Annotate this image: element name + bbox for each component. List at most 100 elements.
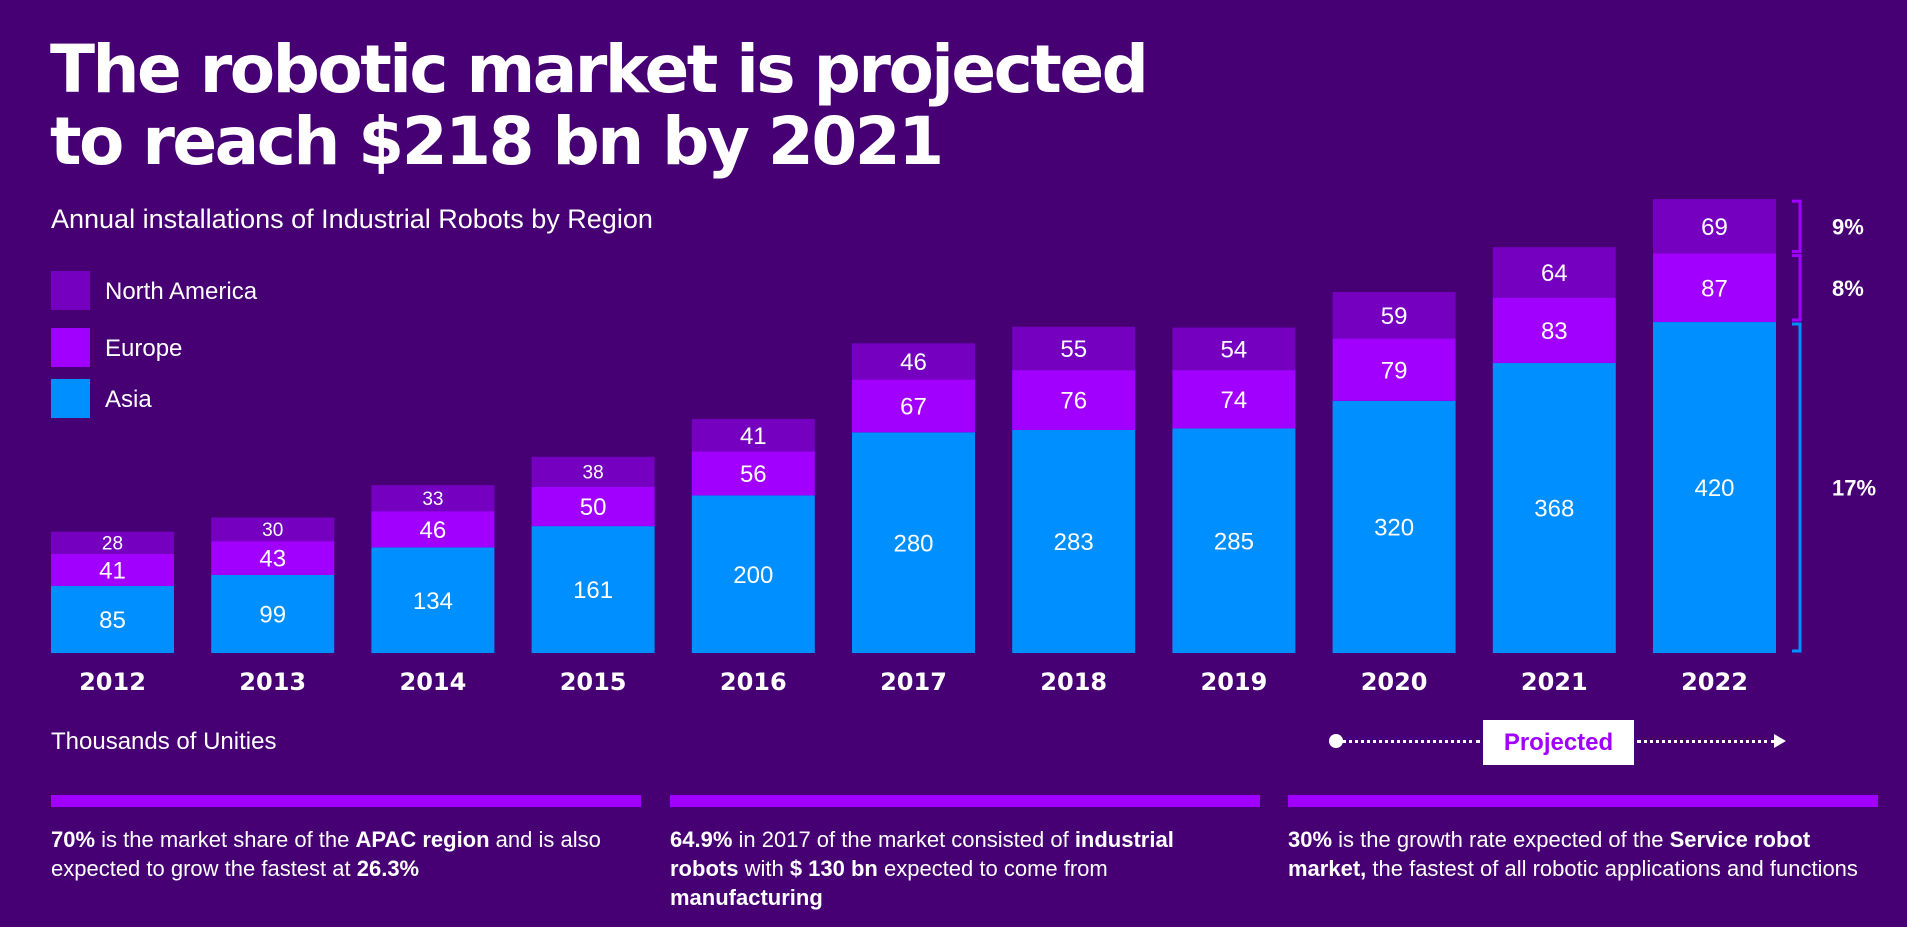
data-label-north-america-2016: 41 xyxy=(740,423,767,450)
fact-1-part-6: manufacturing xyxy=(670,885,823,910)
data-label-asia-2017: 280 xyxy=(893,530,933,557)
bar-asia-2017 xyxy=(852,432,975,653)
data-label-europe-2020: 79 xyxy=(1381,357,1408,384)
fact-1-part-3: with xyxy=(738,856,790,881)
legend-item-north-america: North America xyxy=(51,271,351,311)
data-label-asia-2018: 283 xyxy=(1054,529,1094,556)
growth-bracket-1 xyxy=(1792,199,1802,253)
data-label-europe-2013: 43 xyxy=(259,546,286,573)
bar-europe-2012 xyxy=(51,553,174,587)
fact-service-robots: 30% is the growth rate expected of the S… xyxy=(1288,825,1858,883)
bar-north-america-2022 xyxy=(1653,199,1776,254)
bar-europe-2015 xyxy=(531,486,655,527)
data-label-north-america-2022: 69 xyxy=(1701,214,1728,241)
x-tick-label-2022: 2022 xyxy=(1681,668,1748,696)
units-label: Thousands of Unities xyxy=(51,728,277,755)
legend-swatch-north-america xyxy=(51,271,90,310)
data-label-north-america-2018: 55 xyxy=(1060,336,1087,363)
projected-line-left xyxy=(1342,740,1480,743)
legend-label-europe: Europe xyxy=(105,335,183,362)
fact-1-part-2: industrial robots xyxy=(670,827,1174,881)
fact-1-part-0: 64.9% xyxy=(670,827,733,852)
bar-north-america-2017 xyxy=(852,343,975,380)
legend-swatch-asia xyxy=(51,379,90,418)
data-label-asia-2012: 85 xyxy=(99,607,126,634)
projected-label: Projected xyxy=(1483,720,1634,765)
data-label-europe-2022: 87 xyxy=(1701,275,1728,302)
growth-label-2: 8% xyxy=(1832,276,1864,301)
stacked-bar-chart: 85 41 28 2012 99 43 30 2013 134 46 33 2014 161 50 38 20… xyxy=(51,199,1876,696)
data-label-asia-2022: 420 xyxy=(1694,475,1734,502)
bar-north-america-2021 xyxy=(1492,247,1616,298)
legend-item-europe: Europe xyxy=(51,328,351,368)
bar-north-america-2014 xyxy=(371,485,495,512)
bar-north-america-2015 xyxy=(531,456,655,487)
bar-asia-2015 xyxy=(531,526,655,653)
fact-0-part-0: 70% xyxy=(51,827,96,852)
x-tick-label-2015: 2015 xyxy=(560,668,627,696)
bar-europe-2018 xyxy=(1012,370,1136,430)
bar-north-america-2016 xyxy=(691,418,815,452)
bar-asia-2021 xyxy=(1492,363,1616,653)
data-label-asia-2020: 320 xyxy=(1374,515,1414,542)
data-label-asia-2016: 200 xyxy=(733,562,773,589)
bar-north-america-2020 xyxy=(1332,292,1456,339)
legend-swatch-europe xyxy=(51,328,90,367)
bar-north-america-2018 xyxy=(1012,326,1136,371)
projected-start-dot xyxy=(1329,734,1343,748)
data-label-europe-2015: 50 xyxy=(580,494,607,521)
bar-europe-2014 xyxy=(371,511,495,548)
bar-asia-2022 xyxy=(1653,322,1776,653)
fact-1-part-4: $ 130 bn xyxy=(789,856,878,881)
legend-label-asia: Asia xyxy=(105,386,152,413)
data-label-north-america-2019: 54 xyxy=(1221,336,1248,363)
bar-north-america-2013 xyxy=(211,517,335,542)
bar-asia-2014 xyxy=(371,547,495,653)
data-label-europe-2012: 41 xyxy=(99,558,126,585)
chart-subtitle: Annual installations of Industrial Robot… xyxy=(51,204,653,234)
fact-2-part-2: Service robot market, xyxy=(1288,827,1811,881)
fact-divider-2 xyxy=(670,795,1260,807)
data-label-europe-2018: 76 xyxy=(1060,388,1087,415)
x-tick-label-2020: 2020 xyxy=(1361,668,1428,696)
data-label-europe-2014: 46 xyxy=(420,517,447,544)
data-label-asia-2021: 368 xyxy=(1534,496,1574,523)
bar-north-america-2019 xyxy=(1172,327,1296,371)
page-title: The robotic market is projected to reach… xyxy=(50,34,1150,178)
projected-line-right xyxy=(1637,740,1775,743)
bar-europe-2021 xyxy=(1492,297,1616,364)
fact-0-part-1: is the market share of the xyxy=(95,827,356,852)
x-tick-label-2017: 2017 xyxy=(880,668,947,696)
data-label-europe-2021: 83 xyxy=(1541,318,1568,345)
data-label-north-america-2021: 64 xyxy=(1541,260,1568,287)
fact-divider-3 xyxy=(1288,795,1878,807)
bar-asia-2016 xyxy=(691,495,815,653)
growth-label-3: 17% xyxy=(1832,476,1876,501)
bar-europe-2017 xyxy=(852,379,975,433)
bar-europe-2020 xyxy=(1332,338,1456,401)
data-label-asia-2013: 99 xyxy=(259,602,286,629)
data-label-north-america-2012: 28 xyxy=(102,534,123,555)
growth-bracket-3 xyxy=(1792,322,1802,653)
data-label-north-america-2013: 30 xyxy=(262,520,283,541)
x-tick-label-2021: 2021 xyxy=(1521,668,1588,696)
bar-europe-2022 xyxy=(1653,253,1776,323)
bar-asia-2018 xyxy=(1012,429,1136,653)
bar-asia-2013 xyxy=(211,574,335,653)
data-label-asia-2019: 285 xyxy=(1214,528,1254,555)
bar-europe-2016 xyxy=(691,451,815,496)
fact-0-part-3: and is also expected to grow the fastest… xyxy=(51,827,601,881)
growth-label-1: 9% xyxy=(1832,214,1864,239)
x-tick-label-2016: 2016 xyxy=(720,668,787,696)
title-line-2: to reach $218 bn by 2021 xyxy=(50,103,944,180)
bar-north-america-2012 xyxy=(51,531,174,554)
x-tick-label-2014: 2014 xyxy=(400,668,467,696)
projected-arrow-icon xyxy=(1774,734,1786,748)
fact-industrial-robots: 64.9% in 2017 of the market consisted of… xyxy=(670,825,1230,912)
fact-1-part-5: expected to come from xyxy=(877,856,1108,881)
data-label-europe-2017: 67 xyxy=(900,394,927,421)
x-tick-label-2013: 2013 xyxy=(239,668,306,696)
data-label-europe-2016: 56 xyxy=(740,461,767,488)
x-tick-label-2019: 2019 xyxy=(1201,668,1268,696)
data-label-asia-2015: 161 xyxy=(573,577,613,604)
